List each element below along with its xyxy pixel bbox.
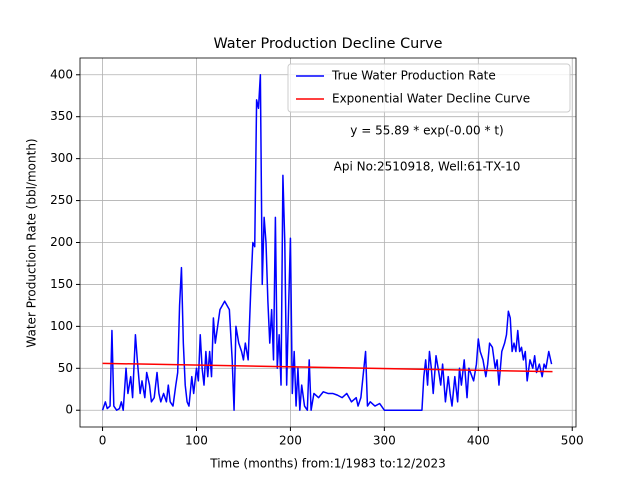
series-line (101, 74, 553, 411)
x-tick-label: 200 (279, 434, 302, 448)
legend-label: Exponential Water Decline Curve (332, 92, 530, 106)
y-tick-label: 150 (50, 277, 73, 291)
annotation: Api No:2510918, Well:61-TX-10 (334, 160, 521, 174)
x-tick-label: 400 (467, 434, 490, 448)
annotation: y = 55.89 * exp(-0.00 * t) (350, 124, 503, 138)
y-tick-label: 400 (50, 67, 73, 81)
axes-frame (79, 57, 577, 428)
y-tick-label: 350 (50, 109, 73, 123)
y-tick-label: 300 (50, 151, 73, 165)
x-tick-label: 500 (561, 434, 584, 448)
x-tick-label: 300 (373, 434, 396, 448)
y-axis-label: Water Production Rate (bbl/month) (25, 138, 39, 347)
x-tick-label: 100 (185, 434, 208, 448)
y-tick-label: 0 (65, 403, 73, 417)
x-axis-label: Time (months) from:1/1983 to:12/2023 (209, 457, 446, 471)
y-tick-label: 50 (58, 361, 73, 375)
y-tick-label: 200 (50, 235, 73, 249)
chart-title: Water Production Decline Curve (213, 36, 442, 52)
series-line (102, 362, 553, 373)
legend-box (287, 63, 571, 113)
y-tick-label: 250 (50, 193, 73, 207)
x-tick-label: 0 (99, 434, 107, 448)
y-tick-label: 100 (50, 319, 73, 333)
legend-label: True Water Production Rate (331, 69, 496, 83)
